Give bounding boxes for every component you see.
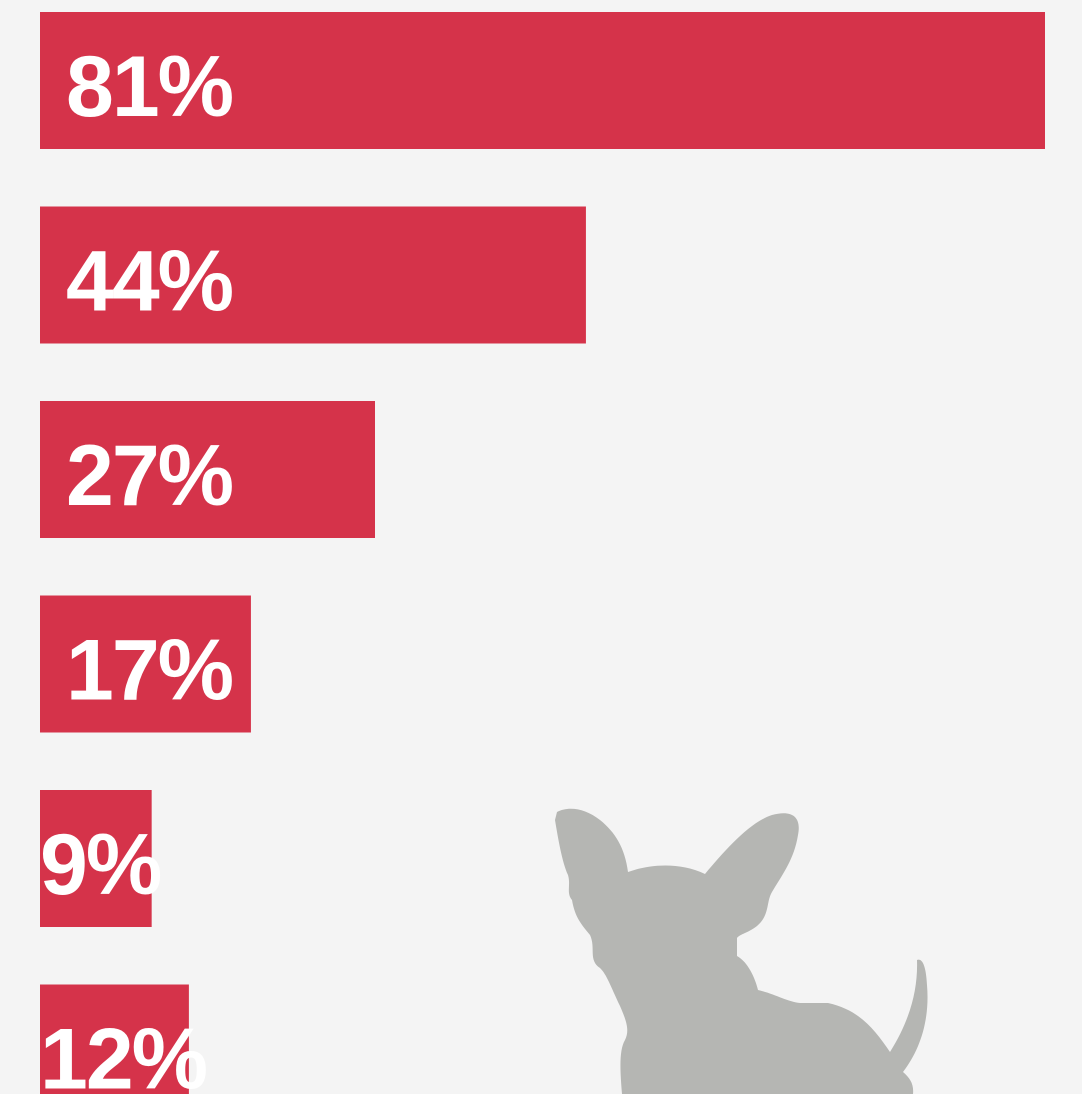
bar-value-label-5: 9% <box>40 817 161 913</box>
bars-layer <box>40 12 1045 1094</box>
bar-5 <box>40 790 152 927</box>
bar-value-label-1: 81% <box>66 39 233 135</box>
bar-value-label-6: 12% <box>40 1012 207 1094</box>
bar-4 <box>40 595 251 733</box>
bar-value-label-3: 27% <box>66 428 233 524</box>
labels-layer: 81% 44% 27% 17% 9% 12% <box>40 39 235 1094</box>
bar-value-label-2: 44% <box>66 234 233 330</box>
chihuahua-silhouette-icon <box>555 808 928 1094</box>
bar-3 <box>40 401 375 538</box>
bar-6 <box>40 984 189 1094</box>
bar-2 <box>40 206 586 344</box>
bar-value-label-4: 17% <box>66 623 233 719</box>
bar-1 <box>40 12 1045 149</box>
